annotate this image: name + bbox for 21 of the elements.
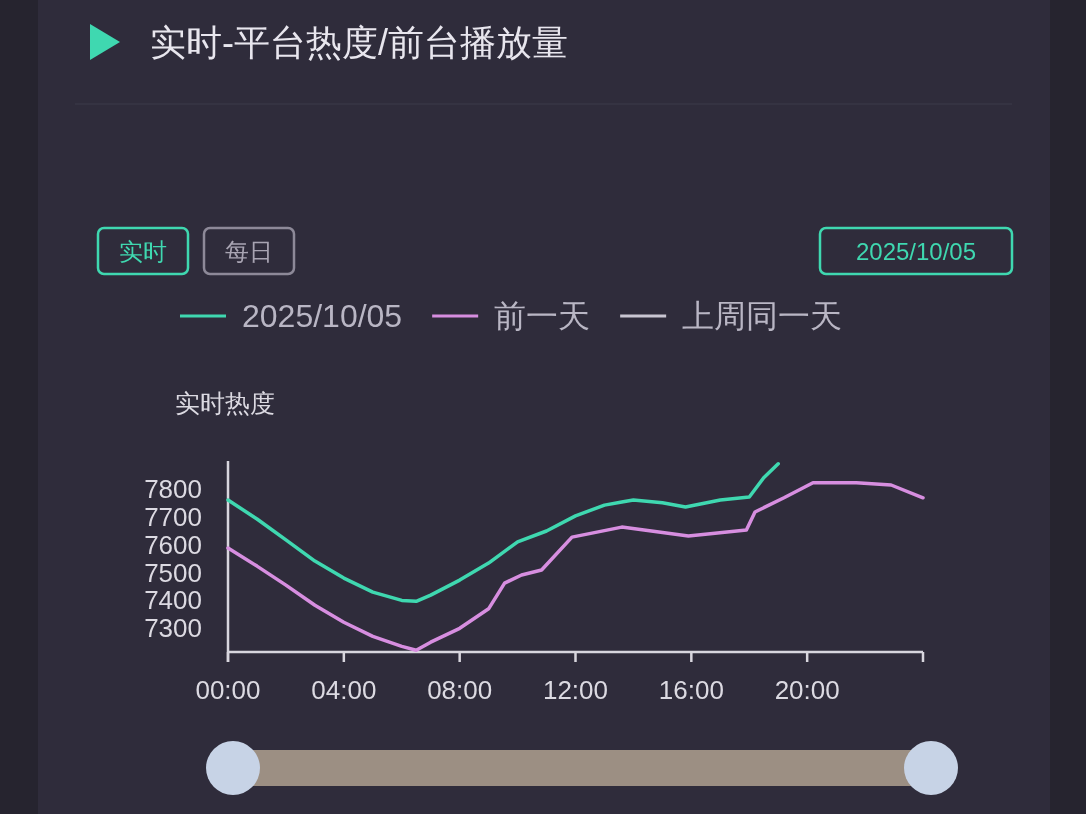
x-tick-label: 00:00: [195, 675, 261, 705]
legend-label: 前一天: [494, 298, 591, 334]
y-tick-label: 7300: [144, 613, 202, 644]
y-tick-label: 7700: [144, 501, 202, 532]
x-tick-label: 20:00: [774, 675, 840, 705]
x-tick-label: 08:00: [427, 675, 493, 705]
legend-label: 上周同一天: [682, 298, 843, 334]
x-tick-label: 12:00: [542, 675, 609, 705]
chart-title: 实时-平台热度/前台播放量: [150, 22, 568, 63]
x-tick-label: 04:00: [311, 675, 377, 705]
y-tick-label: 7800: [144, 473, 202, 504]
legend-label: 2025/10/05: [242, 298, 403, 334]
line-series: [226, 462, 780, 604]
text: 实时: [119, 238, 167, 265]
y-tick-label: 7500: [144, 557, 202, 588]
y-tick-label: 7600: [144, 529, 202, 560]
text: 2025/10/05: [855, 238, 977, 265]
y-tick-label: 7400: [144, 585, 202, 616]
text: 每日: [225, 238, 273, 265]
y-axis-title: 实时热度: [175, 389, 275, 417]
x-tick-label: 16:00: [658, 675, 724, 705]
